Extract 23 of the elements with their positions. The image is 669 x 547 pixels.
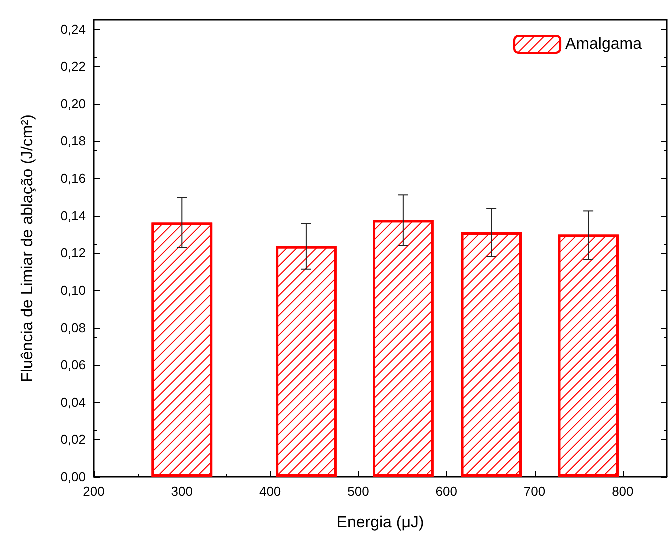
y-tick-label: 0,18 (60, 134, 86, 149)
y-tick-label: 0,02 (60, 432, 86, 448)
y-axis-title: Fluência de Limiar de ablação (J/cm²) (20, 114, 36, 382)
x-axis-title: Energia (μJ) (336, 514, 424, 532)
x-tick-label: 500 (348, 484, 370, 499)
legend-label: Amalgama (566, 36, 642, 53)
x-tick-label: 800 (612, 484, 634, 499)
y-tick-label: 0,20 (60, 96, 86, 112)
y-tick-label: 0,14 (60, 208, 86, 224)
x-tick-label: 600 (436, 484, 458, 499)
y-tick-label: 0,08 (60, 320, 86, 336)
y-tick-label: 0,06 (60, 358, 86, 373)
y-tick-label: 0,24 (60, 22, 86, 37)
x-tick-label: 300 (171, 484, 194, 499)
y-tick-label: 0,10 (60, 282, 86, 298)
x-tick-label: 700 (524, 484, 546, 499)
x-tick-label: 200 (83, 484, 105, 499)
y-tick-label: 0,16 (60, 171, 86, 186)
y-tick-label: 0,12 (60, 246, 86, 261)
y-tick-label: 0,04 (60, 394, 86, 410)
y-tick-label: 0,22 (60, 59, 86, 74)
y-tick-label: 0,00 (60, 470, 86, 484)
x-tick-label: 400 (259, 484, 282, 499)
